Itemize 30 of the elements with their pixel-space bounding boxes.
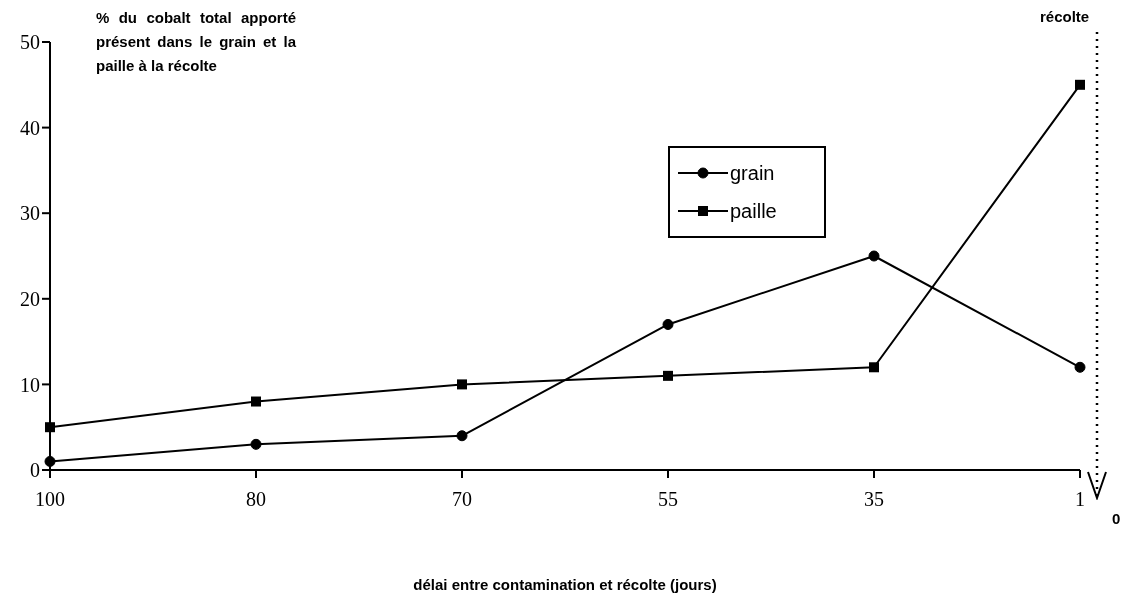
y-tick-label: 0 bbox=[30, 459, 40, 482]
point bbox=[663, 370, 673, 381]
x-axis-title: délai entre contamination et récolte (jours) bbox=[413, 576, 717, 593]
x-tick-label: 100 bbox=[35, 488, 65, 511]
point bbox=[456, 430, 468, 442]
y-tick-label: 40 bbox=[20, 116, 40, 139]
y-tick-label: 20 bbox=[20, 287, 40, 310]
point bbox=[868, 250, 880, 262]
point bbox=[44, 455, 56, 467]
x-tick-label: 35 bbox=[864, 488, 884, 511]
legend-label: grain bbox=[730, 161, 775, 185]
point bbox=[457, 379, 467, 390]
legend-label: paille bbox=[730, 199, 777, 223]
point bbox=[45, 422, 55, 433]
point bbox=[1074, 361, 1086, 373]
y-axis-title: % du cobalt total apporté présent dans le grain et la paille à la récolte bbox=[96, 8, 296, 76]
point bbox=[251, 396, 261, 407]
point bbox=[662, 318, 674, 330]
point bbox=[869, 362, 879, 373]
x-tick-label: 1 bbox=[1075, 488, 1085, 511]
y-tick-label: 10 bbox=[20, 373, 40, 396]
x-tick-label: 80 bbox=[246, 488, 266, 511]
y-tick-label: 50 bbox=[20, 31, 40, 54]
text: 0 bbox=[1112, 510, 1121, 527]
point bbox=[250, 438, 262, 450]
x-tick-label: 55 bbox=[658, 488, 678, 511]
x-tick-label: 70 bbox=[452, 488, 472, 511]
point bbox=[1075, 79, 1085, 90]
y-tick-label: 30 bbox=[20, 202, 40, 225]
text: récolte bbox=[1040, 8, 1090, 25]
